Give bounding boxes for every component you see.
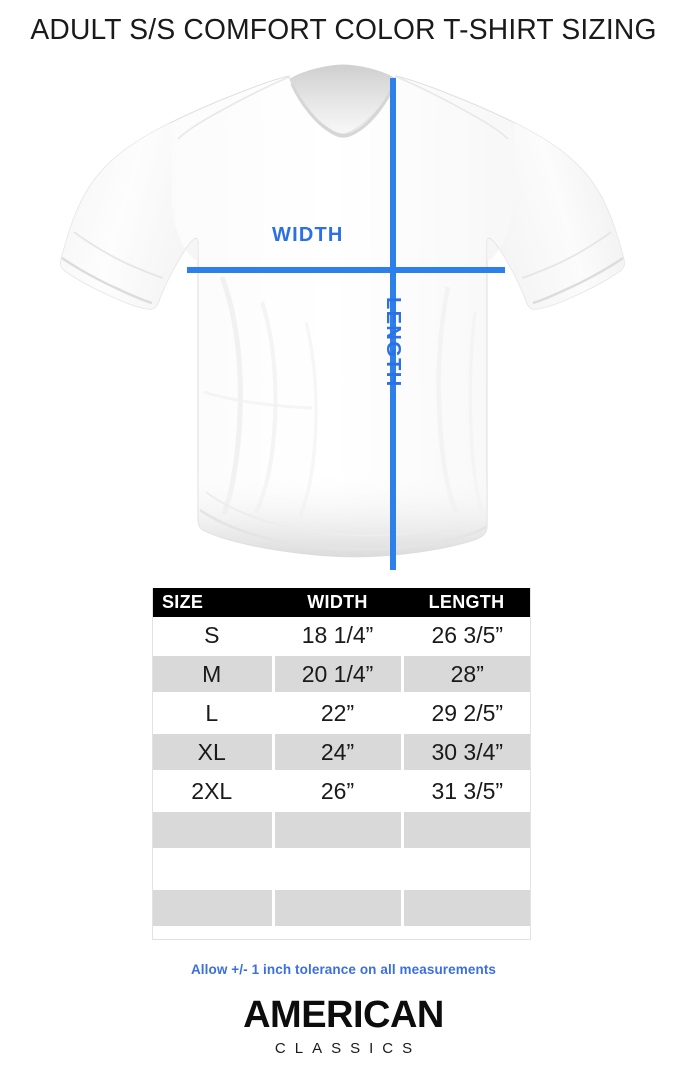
- hem-fold: [205, 491, 433, 537]
- cell-width: [273, 810, 404, 851]
- cell-size: S: [152, 617, 275, 656]
- table-row: XL 24” 30 3/4”: [152, 732, 531, 773]
- cell-size: [152, 927, 275, 965]
- column-header-length: LENGTH: [402, 588, 531, 617]
- shirt-hem-shadow: [198, 470, 487, 557]
- cell-length: 28”: [402, 654, 531, 695]
- column-header-size: SIZE: [152, 588, 273, 617]
- cell-size: [152, 810, 275, 851]
- tshirt-illustration: [60, 64, 625, 558]
- sleeve-fold-left: [73, 231, 164, 279]
- shirt-sleeve-right: [487, 123, 625, 310]
- cell-length: 30 3/4”: [402, 732, 531, 773]
- cell-length: [402, 849, 531, 890]
- tshirt-diagram: WIDTH LENGTH: [0, 62, 687, 587]
- column-header-width: WIDTH: [273, 588, 402, 617]
- sleeve-hem-right: [532, 257, 624, 305]
- cell-size: [152, 888, 275, 929]
- table-row: 2XL 26” 31 3/5”: [152, 771, 531, 812]
- cell-width: 24”: [273, 732, 404, 773]
- table-row-empty: [152, 810, 531, 851]
- size-chart-table: SIZE WIDTH LENGTH S 18 1/4” 26 3/5” M 20…: [152, 588, 531, 965]
- cell-width: 18 1/4”: [273, 617, 404, 656]
- cell-size: [152, 849, 275, 890]
- width-measurement-line: [187, 267, 505, 273]
- logo-secondary-text: CLASSICS: [274, 1040, 422, 1057]
- cell-length: [402, 927, 531, 965]
- cell-width: [273, 888, 404, 929]
- cell-length: 26 3/5”: [402, 617, 531, 656]
- table-row: S 18 1/4” 26 3/5”: [152, 617, 531, 656]
- cell-length: 29 2/5”: [402, 693, 531, 734]
- cell-width: 22”: [273, 693, 404, 734]
- page-title: ADULT S/S COMFORT COLOR T-SHIRT SIZING: [30, 14, 657, 46]
- shirt-sleeve-left: [60, 123, 199, 310]
- cell-length: 31 3/5”: [402, 771, 531, 812]
- length-measurement-line: [390, 78, 396, 570]
- cell-size: L: [152, 693, 275, 734]
- table-row-empty: [152, 849, 531, 890]
- cell-width: [273, 849, 404, 890]
- shoulder-seam-right: [396, 76, 509, 140]
- cell-size: XL: [152, 732, 275, 773]
- table-row-empty: [152, 927, 531, 965]
- neck-ribbing: [290, 83, 396, 138]
- sleeve-hem-left: [61, 257, 153, 305]
- tolerance-note: Allow +/- 1 inch tolerance on all measur…: [190, 962, 497, 977]
- table-body: S 18 1/4” 26 3/5” M 20 1/4” 28” L 22” 29…: [152, 617, 531, 965]
- cell-size: M: [152, 654, 275, 695]
- cell-length: [402, 888, 531, 929]
- cell-length: [402, 810, 531, 851]
- table-row: L 22” 29 2/5”: [152, 693, 531, 734]
- table-row: M 20 1/4” 28”: [152, 654, 531, 695]
- logo-primary-text: AMERICAN: [243, 994, 444, 1036]
- hem-edge: [199, 508, 487, 551]
- table-header-row: SIZE WIDTH LENGTH: [152, 588, 531, 617]
- table-row-empty: [152, 888, 531, 929]
- brand-logo: AMERICAN CLASSICS: [0, 996, 687, 1056]
- wrinkle-6: [203, 390, 313, 410]
- cell-width: [273, 927, 404, 965]
- cell-width: 20 1/4”: [273, 654, 404, 695]
- length-label: LENGTH: [382, 297, 404, 388]
- width-label: WIDTH: [272, 224, 344, 246]
- cell-width: 26”: [273, 771, 404, 812]
- sleeve-fold-right: [521, 231, 612, 279]
- shoulder-seam-left: [177, 76, 290, 140]
- cell-size: 2XL: [152, 771, 275, 812]
